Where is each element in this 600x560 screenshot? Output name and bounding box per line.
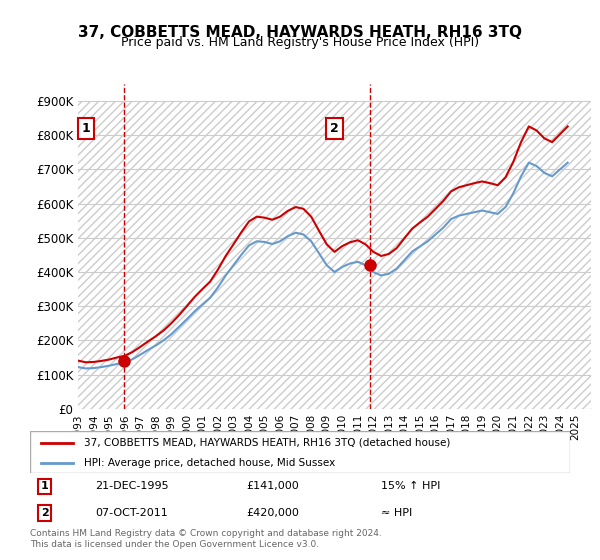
- Bar: [78, 170, 591, 204]
- Bar: [78, 306, 591, 340]
- Text: 21-DEC-1995: 21-DEC-1995: [95, 482, 169, 492]
- Text: 1: 1: [82, 122, 90, 135]
- Text: £420,000: £420,000: [246, 508, 299, 518]
- Text: 1: 1: [41, 482, 49, 492]
- Text: ≈ HPI: ≈ HPI: [381, 508, 412, 518]
- Bar: [78, 136, 591, 170]
- Text: £141,000: £141,000: [246, 482, 299, 492]
- Bar: [78, 340, 591, 375]
- Text: 2: 2: [330, 122, 339, 135]
- Bar: [78, 204, 591, 238]
- Text: 07-OCT-2011: 07-OCT-2011: [95, 508, 167, 518]
- Text: 15% ↑ HPI: 15% ↑ HPI: [381, 482, 440, 492]
- Text: 37, COBBETTS MEAD, HAYWARDS HEATH, RH16 3TQ (detached house): 37, COBBETTS MEAD, HAYWARDS HEATH, RH16 …: [84, 438, 451, 448]
- Bar: [78, 238, 591, 272]
- FancyBboxPatch shape: [30, 431, 570, 473]
- Text: HPI: Average price, detached house, Mid Sussex: HPI: Average price, detached house, Mid …: [84, 458, 335, 468]
- Bar: [78, 272, 591, 306]
- Text: 2: 2: [41, 508, 49, 518]
- Text: Price paid vs. HM Land Registry's House Price Index (HPI): Price paid vs. HM Land Registry's House …: [121, 36, 479, 49]
- Bar: [78, 375, 591, 409]
- Bar: [78, 84, 591, 101]
- Text: 37, COBBETTS MEAD, HAYWARDS HEATH, RH16 3TQ: 37, COBBETTS MEAD, HAYWARDS HEATH, RH16 …: [78, 25, 522, 40]
- Text: Contains HM Land Registry data © Crown copyright and database right 2024.
This d: Contains HM Land Registry data © Crown c…: [30, 529, 382, 549]
- Bar: [78, 101, 591, 136]
